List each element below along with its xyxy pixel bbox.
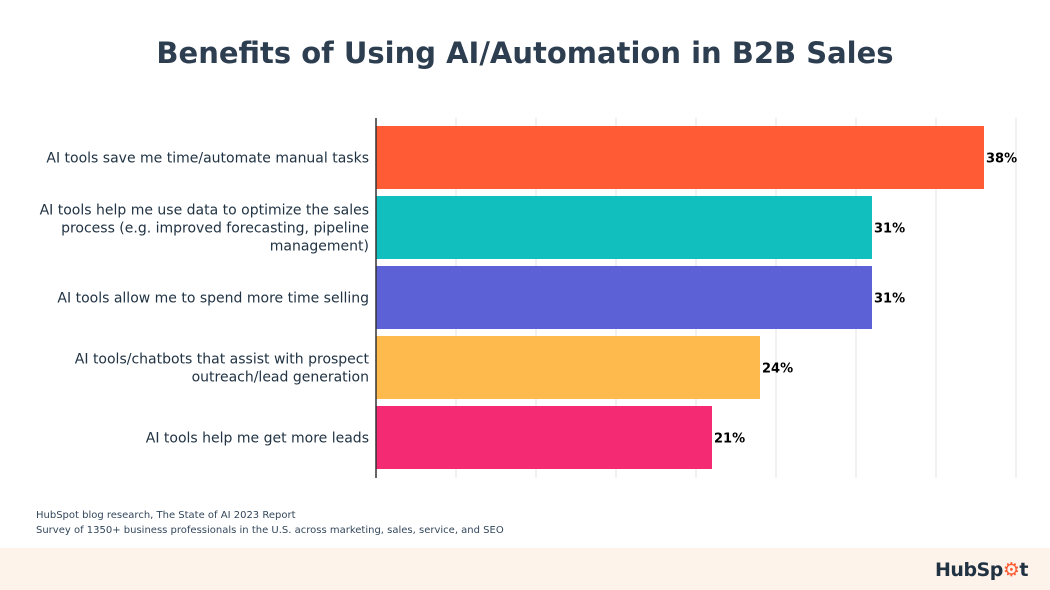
category-label: management) (270, 239, 369, 255)
source-note: HubSpot blog research, The State of AI 2… (36, 510, 296, 521)
survey-note: Survey of 1350+ business professionals i… (36, 525, 504, 536)
data-label: 38% (986, 152, 1017, 167)
bar (376, 266, 872, 329)
data-label: 31% (874, 292, 905, 307)
hubspot-logo: HubSp⚙t (935, 559, 1028, 581)
category-label: AI tools help me get more leads (146, 431, 369, 447)
data-label: 24% (762, 362, 793, 377)
category-label: process (e.g. improved forecasting, pipe… (61, 221, 369, 237)
bar (376, 196, 872, 259)
category-label: outreach/lead generation (192, 370, 369, 386)
category-label: AI tools help me use data to optimize th… (40, 203, 369, 219)
category-label: AI tools save me time/automate manual ta… (46, 151, 369, 167)
data-label: 31% (874, 222, 905, 237)
bar (376, 336, 760, 399)
data-label: 21% (714, 432, 745, 447)
bar-chart: 38% AI tools save me time/automate manual… (40, 118, 1017, 478)
bar (376, 406, 712, 469)
chart-title: Benefits of Using AI/Automation in B2B S… (156, 36, 894, 70)
footer-band (0, 548, 1050, 590)
category-label: AI tools/chatbots that assist with prosp… (75, 352, 370, 368)
bar (376, 126, 984, 189)
category-label: AI tools allow me to spend more time sel… (57, 291, 369, 307)
